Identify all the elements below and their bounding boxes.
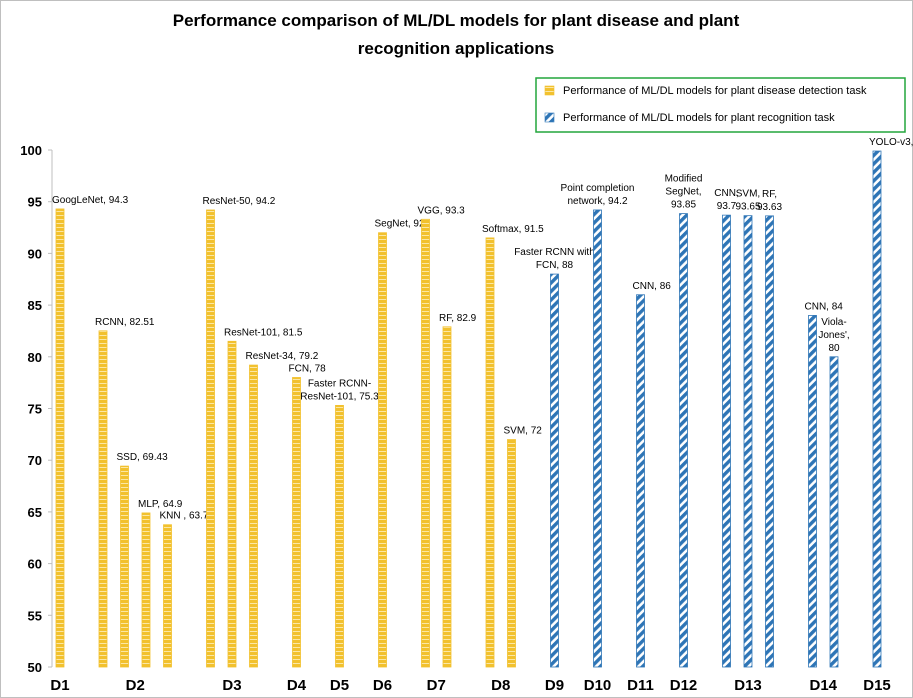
value-label: VGG, 93.3 bbox=[418, 205, 466, 216]
chart-title: Performance comparison of ML/DL models f… bbox=[173, 11, 740, 58]
x-group-label: D9 bbox=[545, 677, 564, 694]
y-tick-label: 75 bbox=[28, 402, 42, 417]
bar bbox=[872, 150, 882, 668]
value-label: Viola-Jones', 80 bbox=[818, 317, 849, 354]
y-tick-label: 50 bbox=[28, 660, 42, 675]
value-label: Point completion network, 94.2 bbox=[561, 183, 635, 207]
y-tick-label: 85 bbox=[28, 298, 42, 313]
x-group-label: D12 bbox=[670, 677, 698, 694]
value-label: Modified SegNet, 93.85 bbox=[665, 174, 703, 211]
x-group-label: D6 bbox=[373, 677, 392, 694]
x-group-label: D8 bbox=[491, 677, 510, 694]
bar bbox=[550, 273, 559, 668]
y-tick-label: 70 bbox=[28, 453, 42, 468]
value-label: YOLO-v3, 99.9 bbox=[869, 137, 913, 148]
bar bbox=[722, 214, 731, 668]
value-label: CNN, 84 bbox=[805, 301, 844, 312]
x-group-label: D13 bbox=[734, 677, 762, 694]
legend-swatch bbox=[544, 112, 555, 123]
value-label: SegNet, 92 bbox=[375, 219, 425, 230]
bar bbox=[421, 218, 430, 668]
value-label: GoogLeNet, 94.3 bbox=[52, 195, 129, 206]
value-label: MLP, 64.9 bbox=[138, 499, 183, 510]
bar bbox=[743, 215, 753, 668]
value-label: Faster RCNN-ResNet-101, 75.3 bbox=[300, 378, 379, 402]
value-label: CNN, 86 bbox=[633, 281, 672, 292]
bar bbox=[55, 208, 65, 668]
bar bbox=[679, 213, 688, 668]
bar bbox=[120, 465, 129, 668]
x-group-label: D2 bbox=[126, 677, 145, 694]
value-label: Faster RCNN with FCN, 88 bbox=[514, 247, 595, 271]
x-group-label: D10 bbox=[584, 677, 612, 694]
x-group-label: D1 bbox=[50, 677, 69, 694]
y-tick-label: 65 bbox=[28, 505, 42, 520]
y-tick-label: 80 bbox=[28, 350, 42, 365]
bar bbox=[442, 326, 452, 668]
bar bbox=[249, 364, 258, 668]
y-tick-label: 60 bbox=[28, 557, 42, 572]
value-label: SVM, 93.65 bbox=[735, 189, 760, 213]
bar bbox=[163, 524, 172, 668]
value-label: RF, 93.63 bbox=[757, 189, 782, 213]
value-label: CNN, 93.7 bbox=[714, 188, 738, 212]
value-label: ResNet-101, 81.5 bbox=[224, 327, 303, 338]
value-label: SSD, 69.43 bbox=[117, 452, 169, 463]
bar bbox=[98, 330, 108, 668]
bar bbox=[141, 512, 151, 668]
y-tick-label: 55 bbox=[28, 608, 42, 623]
bar bbox=[335, 404, 344, 668]
x-group-label: D14 bbox=[809, 677, 837, 694]
y-tick-label: 90 bbox=[28, 246, 42, 261]
bar bbox=[593, 209, 602, 668]
value-label: KNN , 63.76 bbox=[160, 511, 215, 522]
bar bbox=[206, 209, 215, 668]
value-label: Softmax, 91.5 bbox=[482, 224, 544, 235]
bar bbox=[829, 356, 839, 668]
bar bbox=[485, 237, 495, 668]
y-tick-label: 100 bbox=[20, 143, 42, 158]
x-group-label: D11 bbox=[627, 677, 654, 694]
bar bbox=[808, 315, 817, 668]
bar bbox=[507, 439, 516, 668]
legend-swatch bbox=[544, 85, 555, 96]
bar bbox=[765, 215, 774, 668]
x-group-label: D5 bbox=[330, 677, 349, 694]
bar bbox=[227, 340, 237, 668]
legend-label: Performance of ML/DL models for plant re… bbox=[563, 112, 835, 124]
x-group-label: D4 bbox=[287, 677, 307, 694]
bar bbox=[636, 294, 645, 668]
y-tick-label: 95 bbox=[28, 195, 42, 210]
value-label: FCN, 78 bbox=[289, 363, 327, 374]
value-label: ResNet-50, 94.2 bbox=[203, 196, 276, 207]
x-group-label: D3 bbox=[222, 677, 241, 694]
legend bbox=[535, 77, 906, 133]
value-label: RF, 82.9 bbox=[439, 313, 477, 324]
legend-label: Performance of ML/DL models for plant di… bbox=[563, 85, 867, 97]
value-label: RCNN, 82.51 bbox=[95, 317, 155, 328]
value-label: SVM, 72 bbox=[504, 426, 543, 437]
x-group-label: D15 bbox=[863, 677, 891, 694]
bar bbox=[292, 377, 301, 668]
bar bbox=[378, 232, 387, 668]
x-group-label: D7 bbox=[427, 677, 446, 694]
value-label: ResNet-34, 79.2 bbox=[246, 351, 319, 362]
